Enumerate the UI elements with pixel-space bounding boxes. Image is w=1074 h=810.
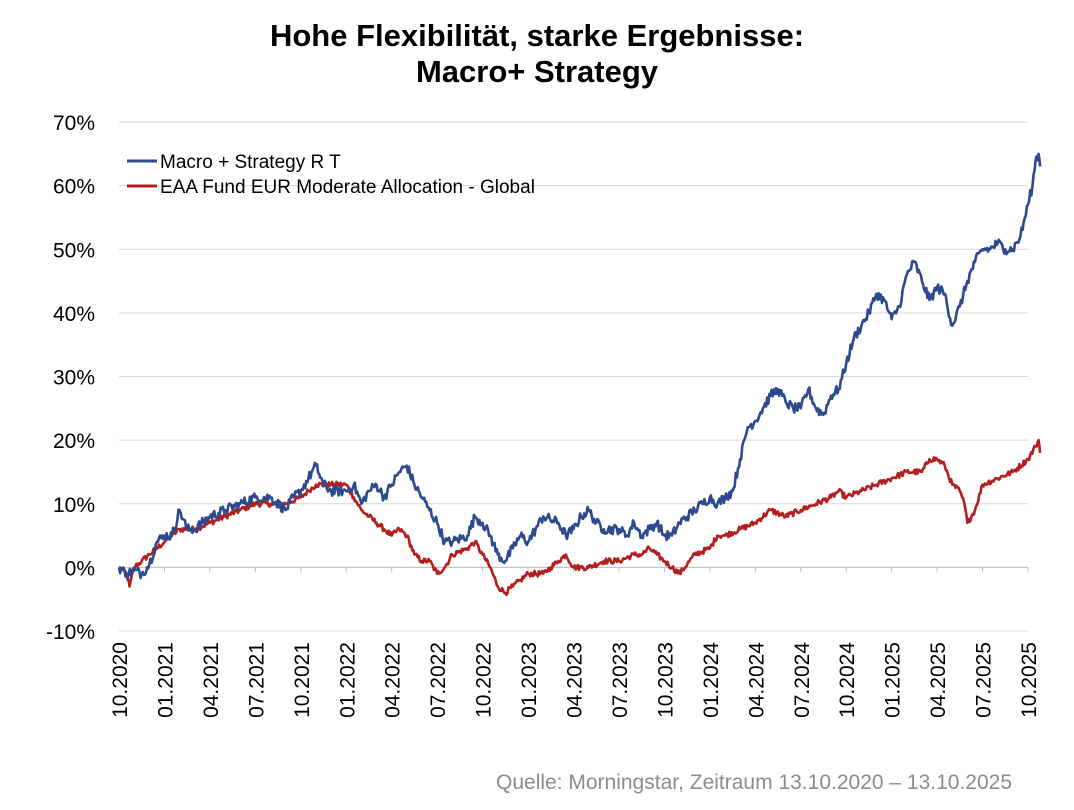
- y-tick-label: 40%: [53, 303, 95, 326]
- y-tick-label: 0%: [65, 557, 95, 580]
- x-tick-label: 07.2023: [609, 642, 632, 718]
- x-tick-label: 04.2023: [564, 642, 587, 718]
- legend-label: Macro + Strategy R T: [160, 152, 341, 173]
- chart-title-line-1: Hohe Flexibilität, starke Ergebnisse:: [269, 18, 805, 53]
- y-tick-label: 60%: [53, 176, 95, 199]
- x-tick-label: 01.2023: [518, 642, 541, 718]
- x-tick-label: 01.2025: [882, 642, 905, 718]
- y-tick-label: 10%: [53, 494, 95, 517]
- x-tick-label: 04.2022: [382, 642, 405, 718]
- axes: -10% 0% 10% 20% 30% 40% 50% 60% 70% 10.2020 01.202…: [46, 112, 1041, 718]
- y-tick-label: -10%: [46, 621, 95, 644]
- source-note: Quelle: Morningstar, Zeitraum 13.10.2020…: [496, 771, 1012, 794]
- x-tick-label: 07.2025: [973, 642, 996, 718]
- x-tick-label: 10.2021: [291, 642, 314, 718]
- x-tick-label: 07.2022: [427, 642, 450, 718]
- legend: Macro + Strategy R T EAA Fund EUR Moderat…: [127, 152, 535, 198]
- x-tick-label: 10.2024: [836, 642, 859, 718]
- series-line-macro-strategy: [117, 152, 1042, 580]
- legend-label: EAA Fund EUR Moderate Allocation - Globa…: [160, 177, 535, 198]
- chart-title: Hohe Flexibilität, starke Ergebnisse: Ma…: [0, 18, 1074, 90]
- y-tick-label: 30%: [53, 367, 95, 390]
- x-tick-label: 10.2020: [109, 642, 132, 718]
- gridlines: [119, 121, 1028, 632]
- x-tick-label: 07.2021: [245, 642, 268, 718]
- series-lines: [117, 152, 1042, 597]
- x-tick-label: 01.2024: [700, 642, 723, 718]
- y-tick-label: 70%: [53, 112, 95, 135]
- x-tick-label: 04.2021: [200, 642, 223, 718]
- x-tick-label: 01.2022: [336, 642, 359, 718]
- x-tick-label: 04.2024: [745, 642, 768, 718]
- x-tick-label: 04.2025: [927, 642, 950, 718]
- x-tick-label: 07.2024: [791, 642, 814, 718]
- chart-title-line-2: Macro+ Strategy: [415, 54, 659, 89]
- x-tick-label: 10.2022: [473, 642, 496, 718]
- y-tick-label: 50%: [53, 239, 95, 262]
- x-tick-label: 10.2023: [654, 642, 677, 718]
- y-tick-label: 20%: [53, 430, 95, 453]
- x-tick-label: 01.2021: [154, 642, 177, 718]
- x-tick-label: 10.2025: [1018, 642, 1041, 718]
